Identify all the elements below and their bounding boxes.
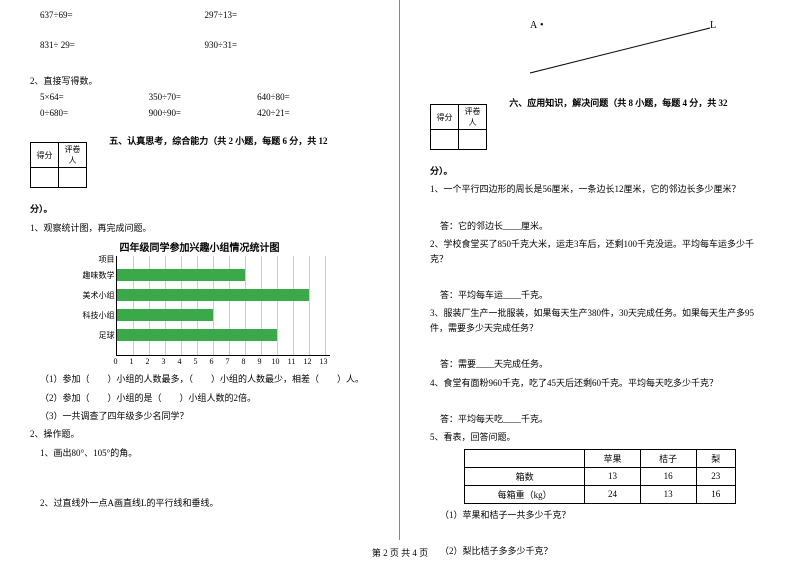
score-header: 评卷人 — [459, 105, 487, 130]
question-text: 1、一个平行四边形的周长是56厘米，一条边长12厘米，它的邻边长多少厘米？ — [430, 182, 770, 196]
calc-expr: 297÷13= — [205, 10, 370, 20]
right-column: A • L 得分 评卷人 六、应用知识，解决问题（共 8 小题，每题 4 分，共… — [400, 0, 800, 540]
score-header: 评卷人 — [59, 143, 87, 168]
calc-expr: 900÷90= — [149, 108, 258, 118]
section-title-end: 分）。 — [430, 164, 770, 178]
line-icon — [520, 18, 720, 78]
calc-expr: 637÷69= — [40, 10, 205, 20]
answer-text: 答：平均每天吃____千克。 — [440, 412, 770, 426]
question-text: 2、学校食堂买了850千克大米，运走3车后，还剩100千克没运。平均每车运多少千… — [430, 237, 770, 266]
question-text: 4、食堂有面粉960千克，吃了45天后还剩60千克。平均每天吃多少千克？ — [430, 376, 770, 390]
calc-expr: 0÷680= — [40, 108, 149, 118]
score-header: 得分 — [31, 143, 59, 168]
question-text: 2、过直线外一点A画直线L的平行线和垂线。 — [40, 496, 369, 510]
question-text: 1、观察统计图，再完成问题。 — [30, 221, 369, 235]
calc-expr: 5×64= — [40, 92, 149, 102]
page-footer: 第 2 页 共 4 页 — [0, 546, 800, 559]
calc-expr: 420÷21= — [257, 108, 366, 118]
question-text: 1、画出80°、105°的角。 — [40, 446, 369, 460]
left-column: 637÷69= 297÷13= 831÷ 29= 930÷31= 2、直接写得数… — [0, 0, 400, 540]
score-box: 得分 评卷人 — [430, 104, 487, 150]
chart-title: 四年级同学参加兴趣小组情况统计图 — [30, 239, 369, 254]
question-text: （2）参加（ ）小组的是（ ）小组人数的2倍。 — [40, 391, 369, 405]
calc-expr: 831÷ 29= — [40, 40, 205, 50]
question-text: （3）一共调查了四年级多少名同学？ — [40, 409, 369, 423]
question-text: （1）参加（ ）小组的人数最多，（ ）小组的人数最少，相差（ ）人。 — [40, 372, 369, 386]
calc-expr: 350÷70= — [149, 92, 258, 102]
data-table: 苹果桔子梨箱数131623每箱重（kg）241316 — [464, 449, 736, 504]
answer-text: 答：平均每车运____千克。 — [440, 288, 770, 302]
answer-text: 答：它的邻边长____厘米。 — [440, 219, 770, 233]
bar-chart: 项目趣味数学美术小组科技小组足球 012345678910111213 — [70, 256, 330, 368]
score-box: 得分 评卷人 — [30, 142, 87, 188]
section-title: 五、认真思考，综合能力（共 2 小题，每题 6 分，共 12 — [109, 136, 327, 146]
question-text: 3、服装厂生产一批服装，如果每天生产380件，30天完成任务。如果每天生产多95… — [430, 306, 770, 335]
answer-text: 答：需要____天完成任务。 — [440, 357, 770, 371]
question-text: 5、看表，回答问题。 — [430, 430, 770, 444]
question-label: 2、直接写得数。 — [30, 74, 369, 88]
score-header: 得分 — [431, 105, 459, 130]
question-text: （1）苹果和桔子一共多少千克？ — [440, 508, 770, 522]
section-title: 六、应用知识，解决问题（共 8 小题，每题 4 分，共 32 — [509, 98, 727, 108]
calc-expr: 640÷80= — [257, 92, 366, 102]
calc-expr: 930÷31= — [205, 40, 370, 50]
section-title-end: 分）。 — [30, 202, 369, 216]
question-label: 2、操作题。 — [30, 427, 369, 441]
